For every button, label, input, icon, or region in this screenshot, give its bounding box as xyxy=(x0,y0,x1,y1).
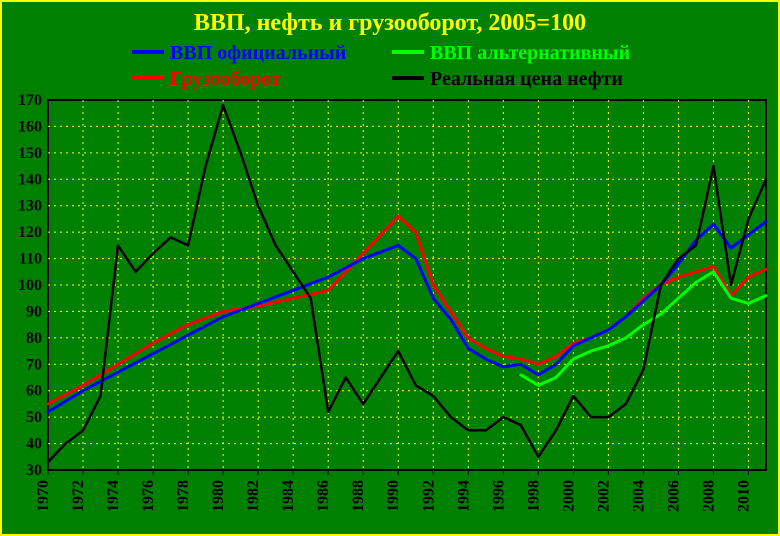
x-tick-label: 2008 xyxy=(700,480,717,512)
y-tick-label: 130 xyxy=(18,198,42,215)
x-tick-label: 2006 xyxy=(665,480,682,512)
y-tick-label: 100 xyxy=(18,277,42,294)
x-tick-label: 1970 xyxy=(35,480,52,512)
x-tick-label: 2002 xyxy=(595,480,612,512)
y-tick-label: 110 xyxy=(19,251,42,268)
x-tick-label: 1998 xyxy=(525,480,542,512)
x-tick-label: 1978 xyxy=(175,480,192,512)
x-tick-label: 2010 xyxy=(735,480,752,512)
chart-container: ВВП, нефть и грузооборот, 2005=100 ВВП оф… xyxy=(0,0,780,536)
x-tick-label: 1994 xyxy=(455,480,472,512)
y-tick-label: 170 xyxy=(18,92,42,109)
legend-label-freight: Грузооборот xyxy=(170,68,281,90)
y-tick-label: 40 xyxy=(26,436,42,453)
y-tick-label: 150 xyxy=(18,145,42,162)
x-tick-label: 1996 xyxy=(490,480,507,512)
y-tick-label: 90 xyxy=(26,303,42,320)
y-tick-label: 160 xyxy=(18,118,42,135)
y-tick-label: 80 xyxy=(26,330,42,347)
legend-label-gdp_alt: ВВП альтернативный xyxy=(430,42,630,64)
x-tick-label: 1984 xyxy=(280,480,297,512)
x-tick-label: 1976 xyxy=(140,480,157,512)
chart-title: ВВП, нефть и грузооборот, 2005=100 xyxy=(194,10,586,36)
x-tick-label: 1982 xyxy=(245,480,262,512)
x-tick-label: 1980 xyxy=(210,480,227,512)
x-tick-label: 1974 xyxy=(105,480,122,512)
x-tick-label: 1972 xyxy=(70,480,87,512)
x-tick-label: 2004 xyxy=(630,480,647,512)
y-tick-label: 120 xyxy=(18,224,42,241)
legend-label-gdp_off: ВВП официальный xyxy=(170,42,346,64)
legend-label-oil: Реальная цена нефти xyxy=(430,68,623,90)
chart-svg: ВВП, нефть и грузооборот, 2005=100 ВВП оф… xyxy=(0,0,780,536)
y-tick-label: 30 xyxy=(26,462,42,479)
x-tick-label: 1990 xyxy=(385,480,402,512)
x-tick-label: 1992 xyxy=(420,480,437,512)
y-tick-label: 70 xyxy=(26,356,42,373)
y-tick-label: 60 xyxy=(26,383,42,400)
x-tick-label: 1988 xyxy=(350,480,367,512)
x-tick-label: 2000 xyxy=(560,480,577,512)
x-tick-label: 1986 xyxy=(315,480,332,512)
y-tick-label: 50 xyxy=(26,409,42,426)
y-tick-label: 140 xyxy=(18,171,42,188)
